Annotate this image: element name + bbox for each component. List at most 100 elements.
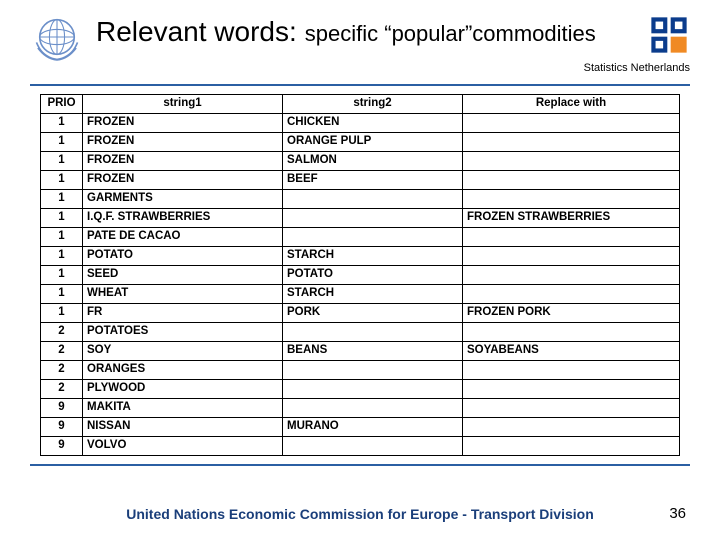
- cell-string2: [283, 190, 463, 209]
- table-row: 9VOLVO: [41, 437, 680, 456]
- table-row: 1FRPORKFROZEN PORK: [41, 304, 680, 323]
- un-logo-icon: [30, 10, 84, 64]
- cell-string2: [283, 437, 463, 456]
- cell-prio: 1: [41, 152, 83, 171]
- cell-string2: [283, 323, 463, 342]
- table-row: 1WHEATSTARCH: [41, 285, 680, 304]
- cell-prio: 1: [41, 228, 83, 247]
- cell-string2: STARCH: [283, 285, 463, 304]
- cell-string2: ORANGE PULP: [283, 133, 463, 152]
- cell-replace: [463, 228, 680, 247]
- cell-string1: MAKITA: [83, 399, 283, 418]
- cell-string1: POTATO: [83, 247, 283, 266]
- cell-string2: [283, 209, 463, 228]
- cell-replace: [463, 190, 680, 209]
- cell-prio: 1: [41, 209, 83, 228]
- cbs-logo-icon: [648, 14, 690, 56]
- cell-prio: 1: [41, 114, 83, 133]
- cell-string2: POTATO: [283, 266, 463, 285]
- col-replace: Replace with: [463, 95, 680, 114]
- cell-replace: [463, 133, 680, 152]
- cell-string1: SEED: [83, 266, 283, 285]
- cell-prio: 9: [41, 437, 83, 456]
- cell-replace: FROZEN STRAWBERRIES: [463, 209, 680, 228]
- org-label: Statistics Netherlands: [584, 62, 690, 74]
- divider-bottom: [30, 464, 690, 466]
- cell-string2: MURANO: [283, 418, 463, 437]
- table-row: 1POTATOSTARCH: [41, 247, 680, 266]
- cell-string1: PATE DE CACAO: [83, 228, 283, 247]
- cell-prio: 2: [41, 361, 83, 380]
- table-row: 9MAKITA: [41, 399, 680, 418]
- commodities-table: PRIO string1 string2 Replace with 1FROZE…: [40, 94, 680, 456]
- cell-replace: [463, 323, 680, 342]
- cell-string1: FROZEN: [83, 114, 283, 133]
- cell-string1: FROZEN: [83, 133, 283, 152]
- cell-replace: FROZEN PORK: [463, 304, 680, 323]
- table-row: 1FROZENCHICKEN: [41, 114, 680, 133]
- cell-string1: NISSAN: [83, 418, 283, 437]
- table-header-row: PRIO string1 string2 Replace with: [41, 95, 680, 114]
- cell-replace: [463, 437, 680, 456]
- cell-replace: [463, 152, 680, 171]
- col-prio: PRIO: [41, 95, 83, 114]
- cell-string2: STARCH: [283, 247, 463, 266]
- table-row: 2SOYBEANSSOYABEANS: [41, 342, 680, 361]
- cell-string2: [283, 380, 463, 399]
- cell-prio: 1: [41, 304, 83, 323]
- cell-string2: SALMON: [283, 152, 463, 171]
- cell-prio: 9: [41, 399, 83, 418]
- cell-string1: GARMENTS: [83, 190, 283, 209]
- cell-prio: 1: [41, 190, 83, 209]
- cell-replace: [463, 114, 680, 133]
- cell-string1: ORANGES: [83, 361, 283, 380]
- cell-replace: [463, 418, 680, 437]
- cell-string2: [283, 399, 463, 418]
- cell-prio: 2: [41, 323, 83, 342]
- cell-string2: PORK: [283, 304, 463, 323]
- footer-text: United Nations Economic Commission for E…: [0, 506, 720, 522]
- cell-string1: WHEAT: [83, 285, 283, 304]
- cell-prio: 1: [41, 133, 83, 152]
- cell-replace: [463, 361, 680, 380]
- cell-string2: [283, 228, 463, 247]
- cell-prio: 1: [41, 266, 83, 285]
- cell-string1: FR: [83, 304, 283, 323]
- cell-replace: [463, 285, 680, 304]
- cell-replace: [463, 399, 680, 418]
- cell-prio: 2: [41, 380, 83, 399]
- table-row: 1I.Q.F. STRAWBERRIES FROZEN STRAWBERRIES: [41, 209, 680, 228]
- page-number: 36: [669, 505, 686, 522]
- cell-replace: [463, 266, 680, 285]
- col-string2: string2: [283, 95, 463, 114]
- cell-prio: 2: [41, 342, 83, 361]
- table-row: 9NISSANMURANO: [41, 418, 680, 437]
- cell-replace: SOYABEANS: [463, 342, 680, 361]
- cell-string1: PLYWOOD: [83, 380, 283, 399]
- cell-prio: 1: [41, 285, 83, 304]
- cell-prio: 1: [41, 247, 83, 266]
- cell-prio: 9: [41, 418, 83, 437]
- cell-string2: CHICKEN: [283, 114, 463, 133]
- table-row: 1FROZENORANGE PULP: [41, 133, 680, 152]
- table-row: 1GARMENTS: [41, 190, 680, 209]
- cell-string1: FROZEN: [83, 152, 283, 171]
- cell-string2: BEEF: [283, 171, 463, 190]
- table-row: 1FROZENSALMON: [41, 152, 680, 171]
- table-row: 1PATE DE CACAO: [41, 228, 680, 247]
- cell-string1: POTATOES: [83, 323, 283, 342]
- table-row: 1SEEDPOTATO: [41, 266, 680, 285]
- divider-top: [30, 84, 690, 86]
- cell-replace: [463, 171, 680, 190]
- table-row: 2PLYWOOD: [41, 380, 680, 399]
- table-row: 2ORANGES: [41, 361, 680, 380]
- table-row: 1FROZENBEEF: [41, 171, 680, 190]
- slide-title-main: Relevant words:: [96, 16, 297, 48]
- cell-string1: SOY: [83, 342, 283, 361]
- cell-replace: [463, 247, 680, 266]
- table-row: 2POTATOES: [41, 323, 680, 342]
- cell-string2: [283, 361, 463, 380]
- cell-string1: I.Q.F. STRAWBERRIES: [83, 209, 283, 228]
- col-string1: string1: [83, 95, 283, 114]
- cell-prio: 1: [41, 171, 83, 190]
